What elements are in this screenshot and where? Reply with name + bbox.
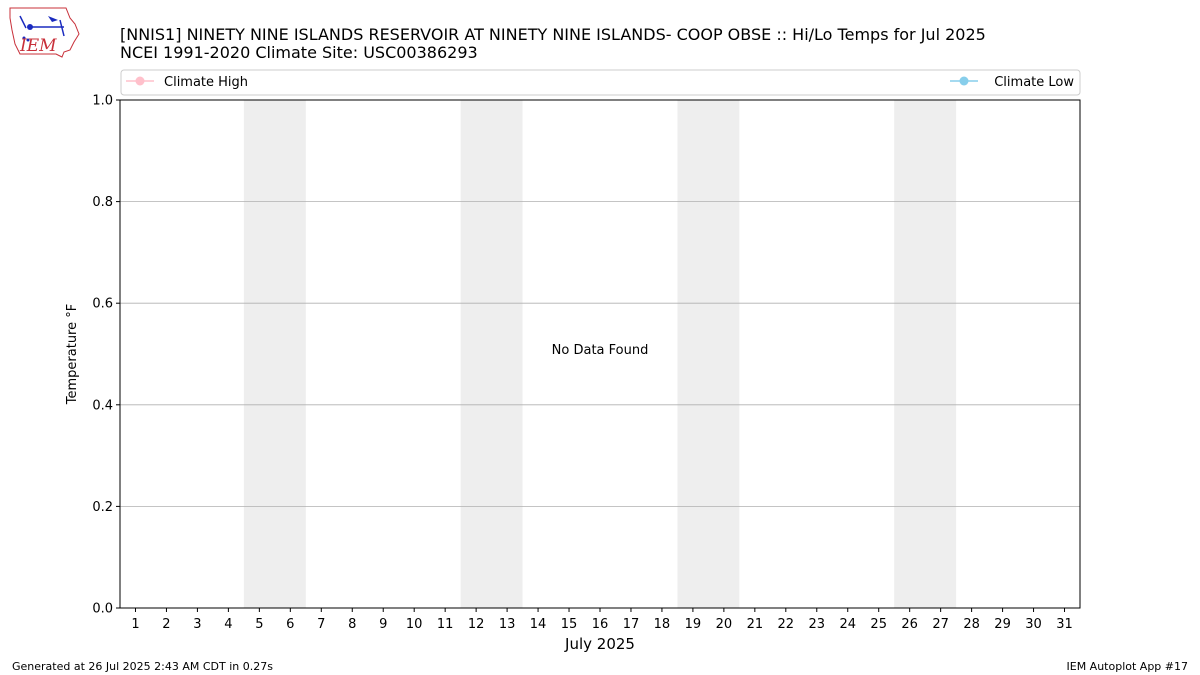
y-tick-label: 1.0 [92,94,113,109]
y-tick-label: 0.0 [92,602,113,617]
x-tick-label: 29 [994,617,1011,632]
x-tick-label: 17 [623,617,640,632]
x-tick-label: 11 [437,617,454,632]
x-tick-label: 27 [932,617,949,632]
no-data-annotation: No Data Found [552,343,649,358]
x-tick-label: 15 [561,617,578,632]
x-tick-label: 2 [162,617,170,632]
x-tick-label: 16 [592,617,609,632]
weekend-bands [243,100,957,608]
x-tick-label: 6 [286,617,294,632]
x-tick-label: 22 [778,617,795,632]
x-tick-label: 12 [468,617,485,632]
weekend-band [677,100,740,608]
x-tick-label: 8 [348,617,356,632]
x-tick-label: 4 [224,617,232,632]
weekend-band [460,100,523,608]
y-axis-ticks: 0.0 0.2 0.4 0.6 0.8 1.0 [92,94,120,617]
x-tick-label: 26 [901,617,918,632]
iem-logo: IEM [9,7,80,58]
x-tick-label: 5 [255,617,263,632]
legend-marker-climate-high [135,76,145,86]
x-tick-label: 18 [654,617,671,632]
x-tick-label: 21 [747,617,764,632]
plot-area: 0.00.20.40.60.81.0 1 2 3 4 5 6 7 8 9 10 11 12 13 14 15… [92,94,1081,632]
x-tick-label: 30 [1025,617,1042,632]
legend-entry-climate-high: Climate High [126,75,248,90]
y-tick-label: 0.4 [92,398,113,413]
legend-label-climate-low: Climate Low [994,75,1074,90]
gridlines [120,201,1080,507]
x-tick-label: 25 [870,617,887,632]
logo-text: IEM [19,36,57,56]
x-tick-label: 14 [530,617,547,632]
x-tick-label: 1 [131,617,139,632]
y-tick-label: 0.6 [92,297,113,312]
legend: Climate High Climate Low [120,69,1081,96]
footer-app: IEM Autoplot App #17 [1067,660,1189,673]
weekend-band [243,100,306,608]
x-tick-label: 9 [379,617,387,632]
x-tick-label: 24 [839,617,856,632]
x-tick-label: 31 [1056,617,1073,632]
x-axis-ticks: 1 2 3 4 5 6 7 8 9 10 11 12 13 14 15 16 17 18 19 20 21 22 23 24 2… [131,608,1073,632]
y-tick-label: 0.2 [92,500,113,515]
x-tick-label: 13 [499,617,516,632]
y-tick-label: 0.8 [92,195,113,210]
x-tick-label: 23 [809,617,826,632]
x-axis-label: July 2025 [564,635,635,653]
chart-subtitle: NCEI 1991-2020 Climate Site: USC00386293 [120,43,478,62]
chart-title: [NNIS1] NINETY NINE ISLANDS RESERVOIR AT… [120,25,986,44]
legend-frame [120,69,1081,96]
legend-entry-climate-low: Climate Low [950,75,1074,90]
x-tick-label: 19 [685,617,702,632]
x-tick-label: 28 [963,617,980,632]
x-tick-label: 7 [317,617,325,632]
x-tick-label: 3 [193,617,201,632]
legend-marker-climate-low [959,76,969,86]
y-axis-label: Temperature °F [65,304,80,405]
footer-generated: Generated at 26 Jul 2025 2:43 AM CDT in … [12,660,273,673]
weekend-band [894,100,957,608]
legend-label-climate-high: Climate High [164,75,248,90]
x-tick-label: 10 [406,617,423,632]
x-tick-label: 20 [716,617,733,632]
